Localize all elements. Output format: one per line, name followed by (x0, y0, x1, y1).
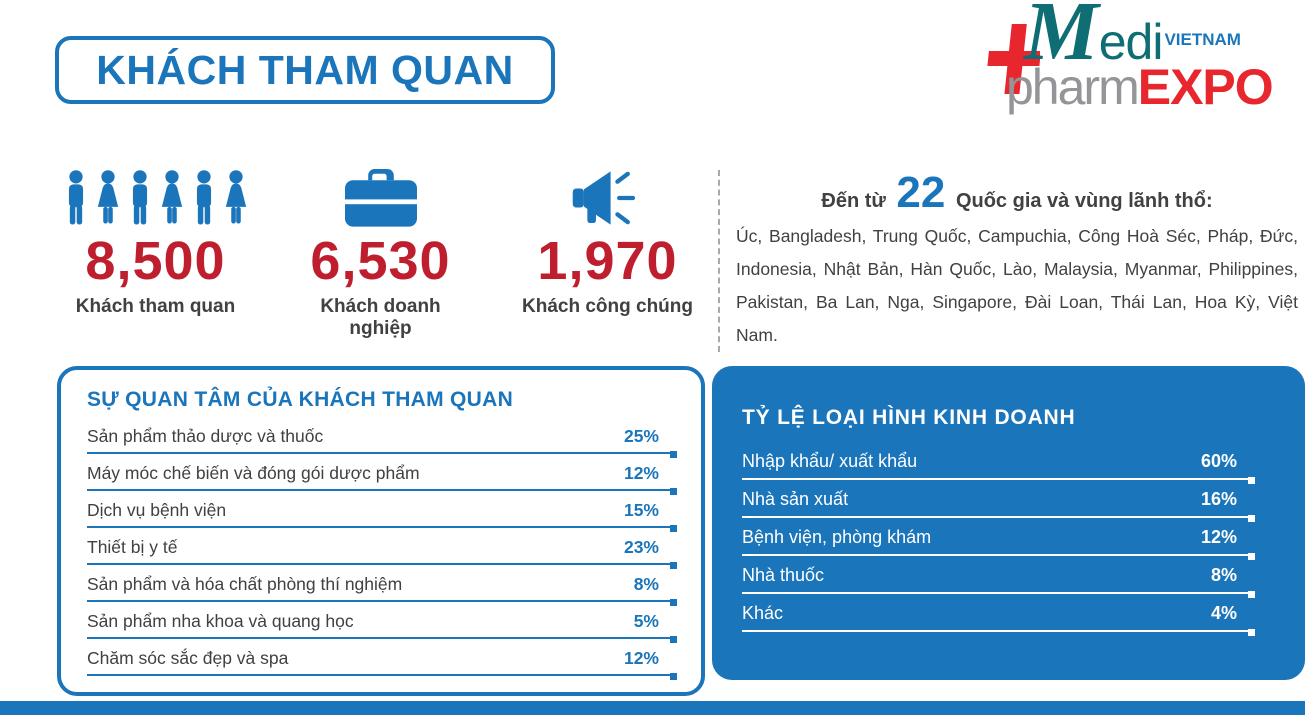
interests-panel: SỰ QUAN TÂM CỦA KHÁCH THAM QUAN Sản phẩm… (57, 366, 705, 696)
visitors-count: 8,500 (85, 231, 226, 291)
public-visitors-count: 1,970 (537, 231, 678, 291)
female-person-icon (161, 170, 182, 224)
business-type-row: Nhập khẩu/ xuất khẩu 60% (742, 442, 1255, 484)
business-type-row: Nhà sản xuất 16% (742, 480, 1255, 522)
logo-pharm: pharm (1006, 59, 1140, 115)
interest-value: 12% (623, 463, 659, 483)
logo-line-medi: Medi VIETNAM (1024, 0, 1241, 74)
business-types-panel: TỶ LỆ LOẠI HÌNH KINH DOANH Nhập khẩu/ xu… (712, 366, 1305, 680)
interest-row: Máy móc chế biến và đóng gói dược phẩm 1… (87, 454, 677, 495)
business-type-label: Khác (742, 603, 784, 623)
logo-expo: EXPO (1137, 59, 1274, 115)
interest-value: 5% (633, 611, 659, 631)
interest-value: 15% (623, 500, 659, 520)
stat-visitors: 8,500 Khách tham quan (48, 156, 263, 318)
male-person-icon (68, 170, 83, 225)
business-type-value: 8% (1210, 565, 1237, 585)
interest-row: Sản phẩm và hóa chất phòng thí nghiệm 8% (87, 565, 677, 606)
medical-plus-icon (987, 24, 1040, 94)
countries-prefix: Đến từ (821, 190, 886, 212)
business-type-value: 16% (1200, 489, 1237, 509)
countries-block: Đến từ 22 Quốc gia và vùng lãnh thổ: Úc,… (718, 170, 1298, 352)
stat-trade-visitors: 6,530 Khách doanh nghiệp (288, 156, 473, 340)
page-title-box: KHÁCH THAM QUAN (55, 36, 555, 104)
interests-title: SỰ QUAN TÂM CỦA KHÁCH THAM QUAN (87, 388, 514, 411)
public-visitors-label: Khách công chúng (522, 296, 693, 317)
female-person-icon (225, 170, 246, 224)
business-type-value: 12% (1200, 527, 1237, 547)
interest-row: Sản phẩm nha khoa và quang học 5% (87, 602, 677, 643)
bottom-accent-bar (0, 701, 1305, 715)
male-person-icon (132, 170, 147, 225)
interest-row: Sản phẩm thảo dược và thuốc 25% (87, 417, 677, 458)
megaphone-icon-wrap (515, 156, 700, 230)
briefcase-icon-wrap (288, 156, 473, 230)
visitors-label: Khách tham quan (75, 296, 236, 317)
interest-value: 23% (623, 537, 659, 557)
business-type-value: 60% (1200, 451, 1237, 471)
business-types-title: TỶ LỆ LOẠI HÌNH KINH DOANH (742, 406, 1076, 429)
briefcase-icon (344, 169, 417, 227)
page-title: KHÁCH THAM QUAN (96, 46, 514, 93)
stat-public-visitors: 1,970 Khách công chúng (515, 156, 700, 318)
business-type-label: Bệnh viện, phòng khám (742, 527, 932, 547)
countries-heading: Đến từ 22 Quốc gia và vùng lãnh thổ: (736, 170, 1298, 216)
megaphone-icon (572, 171, 635, 225)
interest-label: Chăm sóc sắc đẹp và spa (87, 648, 289, 668)
interest-row: Chăm sóc sắc đẹp và spa 12% (87, 639, 677, 680)
interest-label: Sản phẩm thảo dược và thuốc (87, 426, 324, 446)
interest-label: Sản phẩm và hóa chất phòng thí nghiệm (87, 574, 403, 594)
countries-count: 22 (896, 168, 946, 217)
business-type-row: Nhà thuốc 8% (742, 556, 1255, 598)
interest-label: Dịch vụ bệnh viện (87, 500, 227, 520)
interest-label: Máy móc chế biến và đóng gói dược phẩm (87, 463, 420, 483)
interest-value: 25% (623, 426, 659, 446)
countries-suffix: Quốc gia và vùng lãnh thổ: (955, 190, 1213, 212)
business-type-value: 4% (1210, 603, 1237, 623)
interest-label: Sản phẩm nha khoa và quang học (87, 611, 354, 631)
business-type-row: Bệnh viện, phòng khám 12% (742, 518, 1255, 560)
trade-visitors-count: 6,530 (310, 231, 451, 291)
business-type-row: Khác 4% (742, 594, 1255, 636)
logo-vietnam-label: VIETNAM (1164, 30, 1241, 49)
business-type-label: Nhập khẩu/ xuất khẩu (742, 451, 918, 471)
interest-row: Dịch vụ bệnh viện 15% (87, 491, 677, 532)
interest-value: 12% (623, 648, 659, 668)
countries-list: Úc, Bangladesh, Trung Quốc, Campuchia, C… (736, 226, 1298, 345)
medipharm-logo: Medi VIETNAM pharmEXPO (978, 0, 1303, 126)
interest-value: 8% (633, 574, 659, 594)
interest-row: Thiết bị y tế 23% (87, 528, 677, 569)
business-type-label: Nhà sản xuất (742, 489, 849, 509)
people-icons (48, 156, 263, 230)
trade-visitors-label: Khách doanh nghiệp (320, 296, 441, 339)
logo-line-pharmexpo: pharmEXPO (1006, 59, 1274, 115)
business-type-label: Nhà thuốc (742, 565, 825, 585)
male-person-icon (196, 170, 211, 225)
female-person-icon (97, 170, 118, 224)
logo-medi-initial: M (1024, 0, 1099, 78)
interest-label: Thiết bị y tế (87, 537, 178, 557)
logo-medi-rest: edi (1098, 14, 1164, 70)
